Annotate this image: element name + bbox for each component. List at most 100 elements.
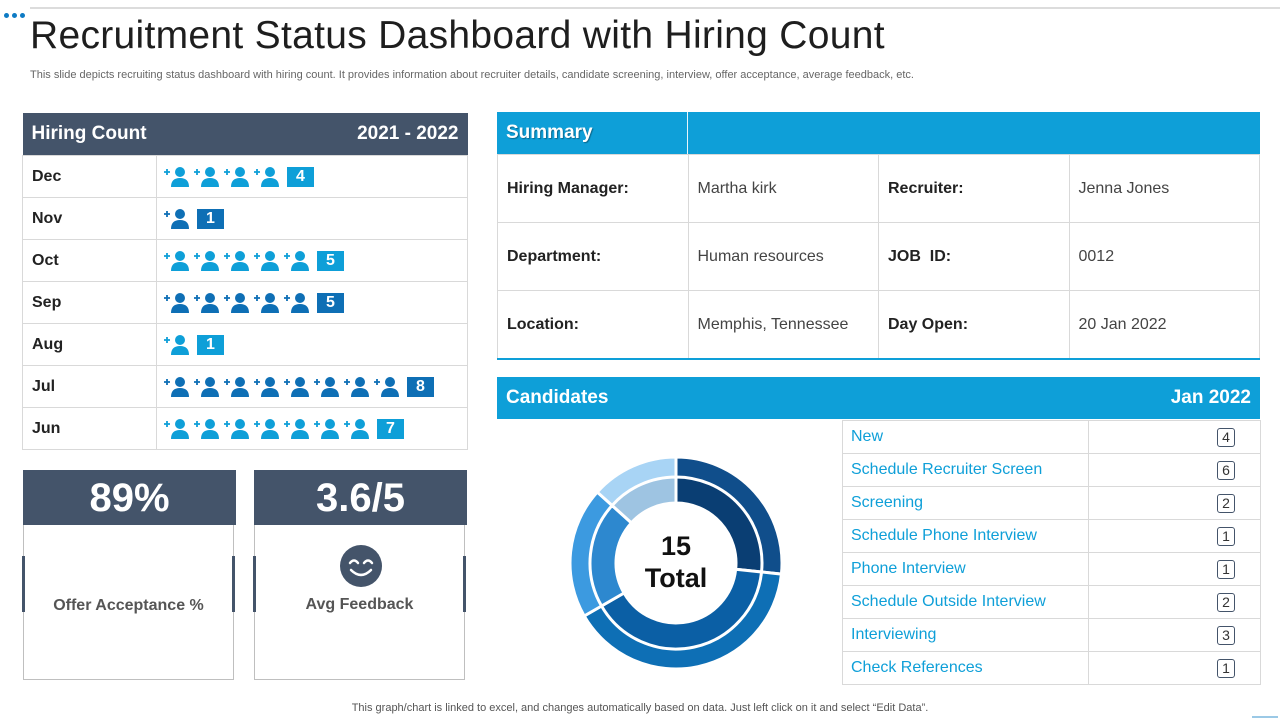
summary-header: Summary <box>497 112 1260 154</box>
hiring-icons-cell: 1 <box>156 197 468 240</box>
summary-row: Department: Human resources JOB ID: 0012 <box>497 222 1260 291</box>
candidate-stage-label: New <box>842 420 1089 454</box>
person-add-icon <box>224 166 249 187</box>
person-add-icon <box>284 250 309 271</box>
summary-row: Hiring Manager: Martha kirk Recruiter: J… <box>497 154 1260 223</box>
recruiter-value: Jenna Jones <box>1068 154 1260 223</box>
hiring-count-badge: 7 <box>377 418 404 439</box>
candidate-count-cell: 2 <box>1088 486 1261 520</box>
hiring-row: Oct 5 <box>22 239 468 282</box>
person-add-icon <box>284 292 309 313</box>
donut-inner-slice <box>609 475 678 525</box>
candidates-period: Jan 2022 <box>1170 387 1251 408</box>
person-add-icon <box>344 376 369 397</box>
hiring-table-header: Hiring Count 2021 - 2022 <box>22 113 468 156</box>
candidate-count-cell: 6 <box>1088 453 1261 487</box>
candidate-count-cell: 1 <box>1088 552 1261 586</box>
hiring-row: Nov 1 <box>22 197 468 240</box>
person-add-icon <box>164 166 189 187</box>
person-add-icon <box>194 292 219 313</box>
candidate-row: Schedule Outside Interview 2 <box>842 585 1261 619</box>
hiring-month: Jul <box>22 365 157 408</box>
smiley-icon <box>340 545 382 587</box>
page-subtitle: This slide depicts recruiting status das… <box>30 69 914 81</box>
candidate-count-badge: 1 <box>1217 658 1235 678</box>
person-add-icon <box>194 376 219 397</box>
person-add-icon <box>224 250 249 271</box>
hiring-count-badge: 4 <box>287 166 314 187</box>
person-add-icon <box>314 376 339 397</box>
donut-hole <box>616 503 736 623</box>
candidate-row: Schedule Recruiter Screen 6 <box>842 453 1261 487</box>
hiring-count-badge: 1 <box>197 334 224 355</box>
donut-total-number: 15 <box>661 531 691 561</box>
hiring-count-badge: 5 <box>317 250 344 271</box>
hiring-month: Aug <box>22 323 157 366</box>
hiring-month: Nov <box>22 197 157 240</box>
hiring-row: Jun 7 <box>22 407 468 450</box>
candidate-row: Screening 2 <box>842 486 1261 520</box>
candidates-header: Candidates Jan 2022 <box>497 377 1260 419</box>
candidate-row: Phone Interview 1 <box>842 552 1261 586</box>
hiring-icons-cell: 5 <box>156 281 468 324</box>
candidate-count-cell: 3 <box>1088 618 1261 652</box>
hiring-row: Aug 1 <box>22 323 468 366</box>
person-add-icon <box>194 166 219 187</box>
person-add-icon <box>224 418 249 439</box>
department-label: Department: <box>497 222 689 291</box>
hiring-row: Sep 5 <box>22 281 468 324</box>
avg-feedback-value: 3.6/5 <box>254 470 467 525</box>
person-add-icon <box>254 418 279 439</box>
person-add-icon <box>314 418 339 439</box>
candidate-count-badge: 1 <box>1217 559 1235 579</box>
person-add-icon <box>164 292 189 313</box>
person-add-icon <box>284 376 309 397</box>
location-label: Location: <box>497 290 689 359</box>
person-add-icon <box>164 376 189 397</box>
hiring-count-badge: 1 <box>197 208 224 229</box>
hiring-icons-cell: 5 <box>156 239 468 282</box>
candidate-row: New 4 <box>842 420 1261 454</box>
candidate-count-cell: 2 <box>1088 585 1261 619</box>
corner-accent <box>1252 716 1278 718</box>
candidate-stage-label: Screening <box>842 486 1089 520</box>
avg-feedback-label: Avg Feedback <box>305 596 414 613</box>
candidate-stage-label: Phone Interview <box>842 552 1089 586</box>
hiring-icons-cell: 1 <box>156 323 468 366</box>
person-add-icon <box>164 250 189 271</box>
hiring-month: Sep <box>22 281 157 324</box>
day-open-label: Day Open: <box>878 290 1070 359</box>
hiring-month: Dec <box>22 155 157 198</box>
person-add-icon <box>254 292 279 313</box>
avg-feedback-card: 3.6/5 Avg Feedback <box>253 470 467 680</box>
person-add-icon <box>254 376 279 397</box>
donut-total-label: Total <box>645 563 708 593</box>
summary-title: Summary <box>506 122 593 143</box>
hiring-icons-cell: 7 <box>156 407 468 450</box>
candidate-count-cell: 1 <box>1088 519 1261 553</box>
candidate-row: Interviewing 3 <box>842 618 1261 652</box>
day-open-value: 20 Jan 2022 <box>1068 290 1260 359</box>
candidate-count-badge: 6 <box>1217 460 1235 480</box>
person-add-icon <box>344 418 369 439</box>
person-add-icon <box>254 250 279 271</box>
top-rule <box>30 7 1280 9</box>
candidate-stage-label: Check References <box>842 651 1089 685</box>
candidate-row: Schedule Phone Interview 1 <box>842 519 1261 553</box>
hiring-month: Oct <box>22 239 157 282</box>
candidate-count-badge: 2 <box>1217 493 1235 513</box>
card-accent-right <box>232 556 235 612</box>
summary-row: Location: Memphis, Tennessee Day Open: 2… <box>497 290 1260 359</box>
person-add-icon <box>224 376 249 397</box>
summary-header-divider <box>687 112 688 154</box>
hiring-count-table: Hiring Count 2021 - 2022 Dec 4 Nov 1 Oct 5 Sep… <box>22 113 468 450</box>
card-accent-left <box>22 556 25 612</box>
slide-dots <box>4 5 34 18</box>
candidate-row: Check References 1 <box>842 651 1261 685</box>
hiring-row: Dec 4 <box>22 155 468 198</box>
person-add-icon <box>194 250 219 271</box>
offer-acceptance-card: 89% Offer Acceptance % <box>22 470 236 680</box>
candidate-count-badge: 4 <box>1217 427 1235 447</box>
job-id-label: JOB ID: <box>878 222 1070 291</box>
candidate-stage-label: Interviewing <box>842 618 1089 652</box>
